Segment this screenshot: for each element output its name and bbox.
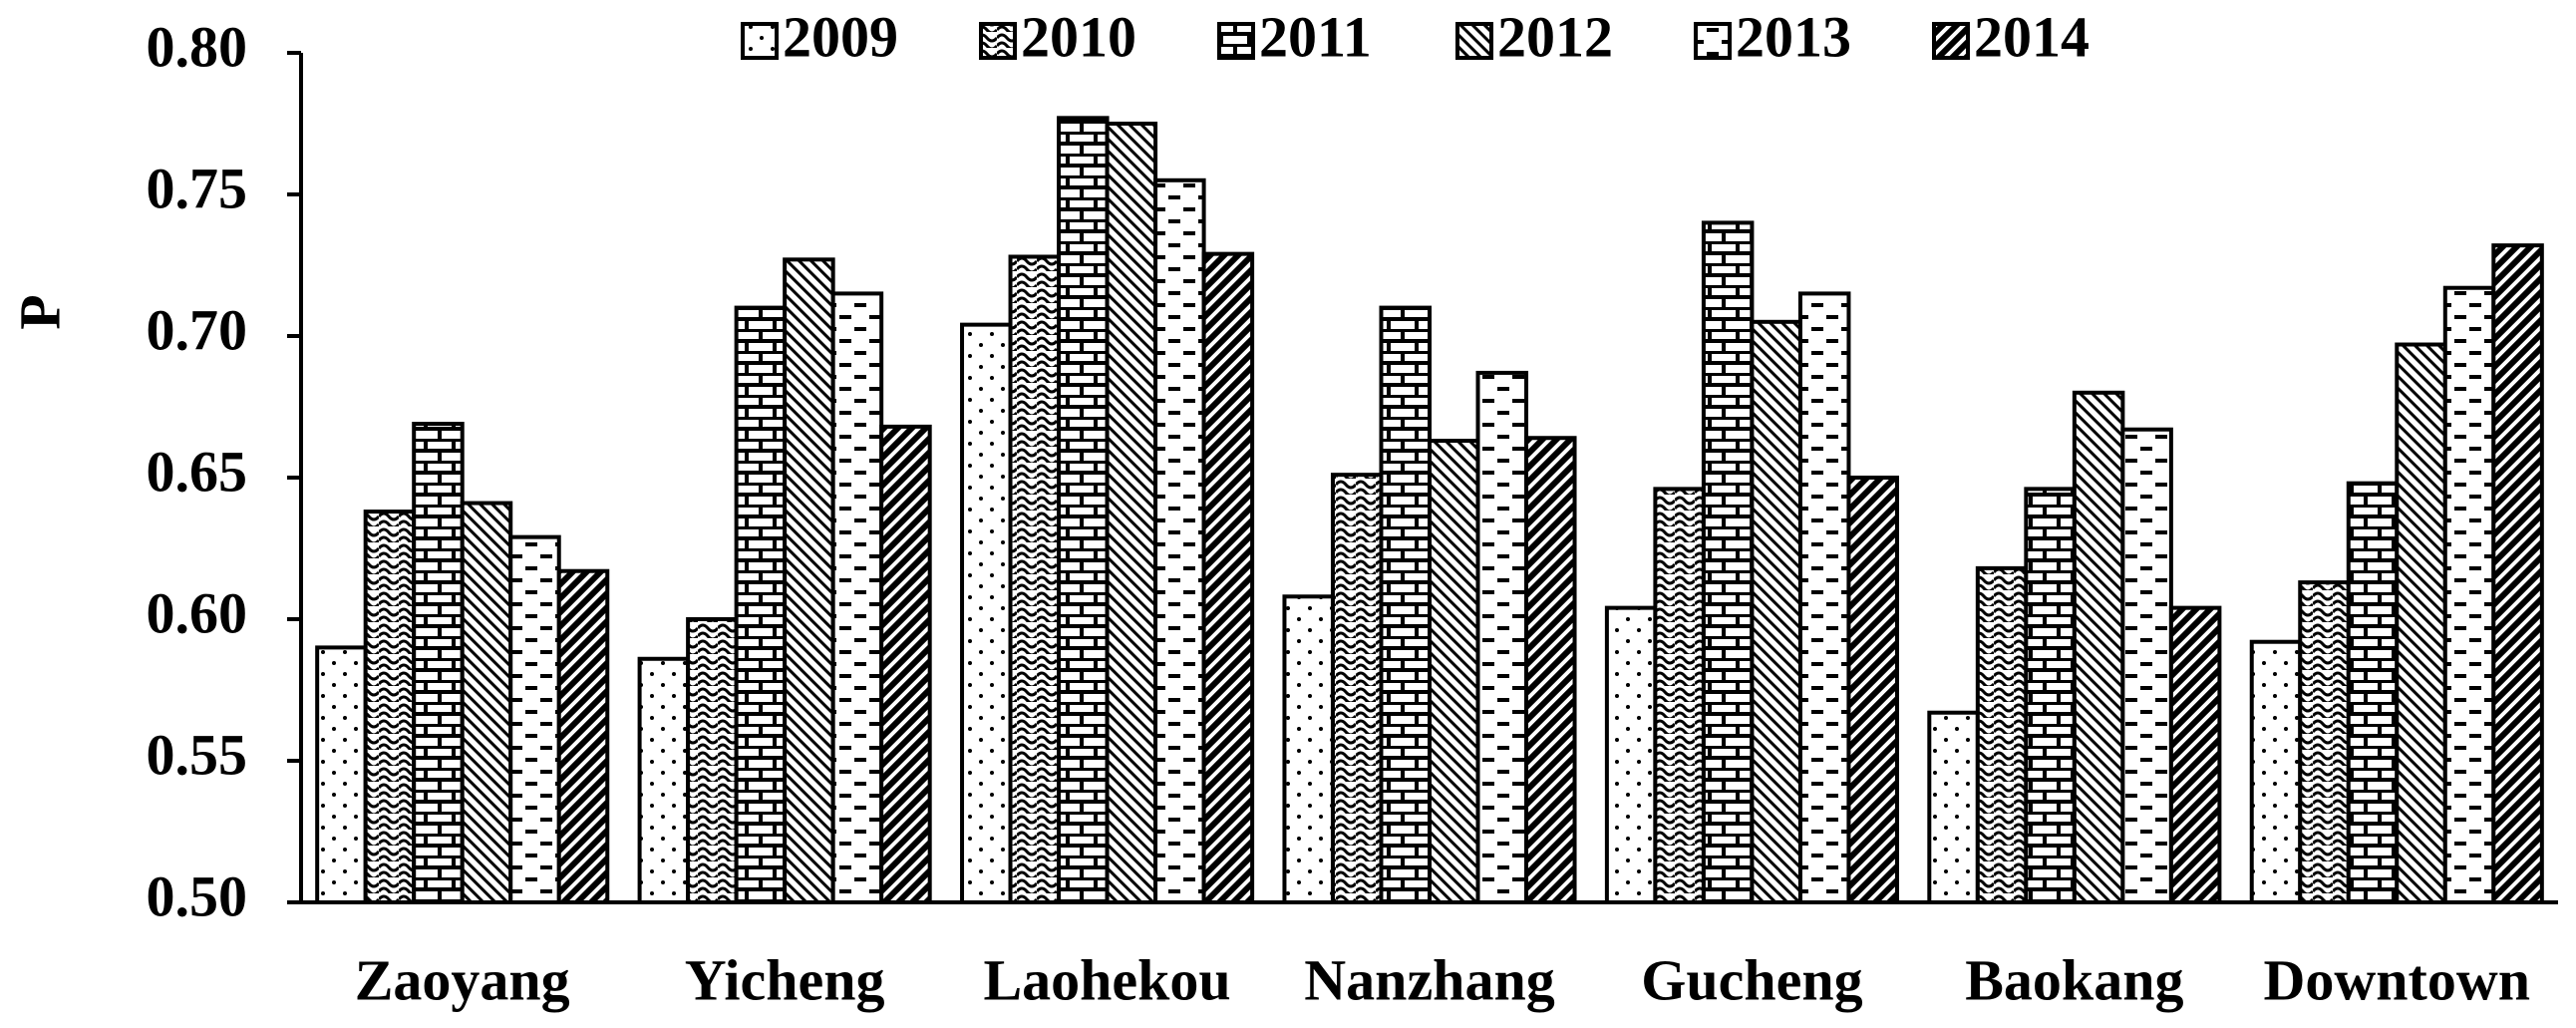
bar bbox=[830, 291, 884, 904]
bar bbox=[1428, 439, 1480, 904]
y-tick-label: 0.55 bbox=[147, 722, 248, 787]
bar bbox=[1750, 319, 1802, 904]
y-tick-label: 0.60 bbox=[147, 580, 248, 645]
legend-label: 2014 bbox=[1974, 4, 2090, 69]
legend-swatch bbox=[979, 22, 1017, 60]
bar bbox=[2120, 427, 2173, 904]
legend-label: 2011 bbox=[1259, 4, 1372, 69]
bar bbox=[2491, 243, 2544, 904]
bar bbox=[960, 322, 1013, 904]
bar bbox=[2024, 487, 2077, 904]
legend-label: 2010 bbox=[1021, 4, 1136, 69]
bar bbox=[2072, 390, 2125, 904]
bar bbox=[1524, 436, 1577, 904]
bar bbox=[508, 534, 561, 904]
y-tick-label: 0.65 bbox=[147, 439, 248, 504]
legend-label: 2012 bbox=[1497, 4, 1613, 69]
x-tick-label: Nanzhang bbox=[1304, 947, 1554, 1012]
bar bbox=[412, 422, 465, 904]
bar bbox=[1153, 177, 1206, 905]
y-tick-label: 0.50 bbox=[147, 863, 248, 928]
bar bbox=[1797, 291, 1851, 904]
bar bbox=[2442, 285, 2496, 905]
bar bbox=[734, 305, 788, 905]
y-tick-label: 0.70 bbox=[147, 297, 248, 362]
bar bbox=[1057, 116, 1110, 904]
bar bbox=[1701, 220, 1755, 904]
y-tick-label: 0.75 bbox=[147, 156, 248, 220]
bar bbox=[1282, 594, 1335, 905]
bar bbox=[2168, 605, 2222, 904]
legend-swatch bbox=[1932, 22, 1970, 60]
legend-swatch bbox=[1455, 22, 1493, 60]
x-tick-label: Downtown bbox=[2264, 947, 2531, 1012]
bar bbox=[686, 617, 739, 904]
y-axis-label: P bbox=[7, 294, 72, 329]
bar bbox=[1653, 487, 1706, 904]
bar bbox=[363, 510, 417, 905]
y-tick-label: 0.80 bbox=[147, 14, 248, 79]
bar bbox=[1008, 254, 1062, 905]
bar bbox=[1105, 122, 1158, 904]
legend-swatch bbox=[1694, 22, 1732, 60]
legend-swatch bbox=[741, 22, 779, 60]
bar bbox=[879, 424, 932, 904]
legend-label: 2009 bbox=[783, 4, 898, 69]
legend-swatch bbox=[1217, 22, 1255, 60]
bar bbox=[1927, 710, 1980, 904]
bar bbox=[460, 501, 513, 904]
bar bbox=[2346, 481, 2400, 904]
x-tick-label: Yicheng bbox=[685, 947, 885, 1012]
bar bbox=[2249, 639, 2303, 904]
bar bbox=[1330, 473, 1384, 904]
bar bbox=[2298, 580, 2351, 905]
bar bbox=[1475, 370, 1529, 905]
bar bbox=[1379, 305, 1433, 905]
bar bbox=[556, 568, 610, 904]
bar bbox=[1975, 565, 2029, 904]
x-tick-label: Laohekou bbox=[983, 947, 1230, 1012]
bar bbox=[315, 645, 368, 905]
bar bbox=[783, 257, 835, 904]
bar bbox=[637, 656, 691, 905]
legend-label: 2013 bbox=[1736, 4, 1851, 69]
bar bbox=[2395, 342, 2447, 904]
bar bbox=[1846, 476, 1899, 904]
x-tick-label: Zaoyang bbox=[355, 947, 570, 1012]
x-tick-label: Gucheng bbox=[1641, 947, 1862, 1012]
x-tick-label: Baokang bbox=[1965, 947, 2183, 1012]
bar bbox=[1604, 605, 1658, 904]
bar bbox=[1201, 251, 1255, 904]
